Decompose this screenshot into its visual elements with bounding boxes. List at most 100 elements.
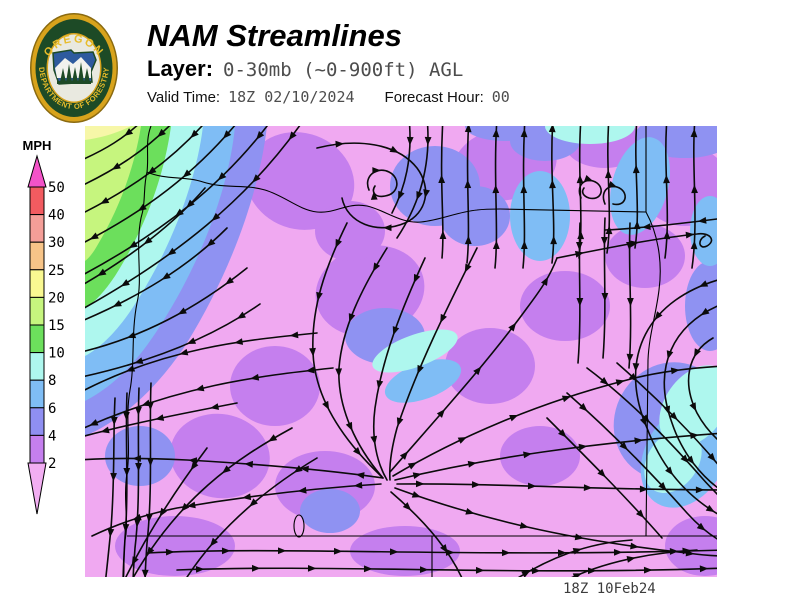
streamline-arrowhead: [439, 230, 447, 240]
streamline-arrowhead: [685, 231, 695, 239]
streamline-arrowhead: [159, 507, 167, 517]
streamline-arrowhead: [700, 307, 710, 316]
logo-oregon-scene: [52, 49, 97, 85]
streamline-arrowhead: [242, 493, 252, 501]
page-title: NAM Streamlines: [147, 18, 402, 53]
oregon-east-border: [645, 211, 661, 537]
streamline-arrowhead: [583, 484, 593, 492]
streamline-arrowhead: [111, 162, 121, 170]
streamline-arrowhead: [626, 353, 634, 363]
streamline-arrowhead: [419, 566, 429, 574]
streamline-arrowhead: [288, 131, 297, 141]
legend-segment: [29, 379, 45, 409]
streamline-arrowhead: [355, 472, 365, 479]
streamline-arrowhead: [132, 513, 142, 521]
streamline-arrowhead: [639, 485, 649, 493]
streamline-arrowhead: [663, 405, 671, 415]
oregon-coastline: [123, 126, 152, 577]
streamline-arrowhead: [89, 232, 99, 240]
streamline-arrowhead: [100, 426, 110, 434]
streamline-arrowhead: [316, 291, 323, 301]
streamline-arrowhead: [222, 465, 231, 474]
streamline-arrowhead: [608, 181, 618, 188]
streamline-arrowhead: [97, 268, 107, 276]
streamline-arrowhead: [353, 447, 362, 456]
streamline-arrowhead: [689, 402, 697, 412]
streamline-arrowhead: [244, 460, 254, 468]
streamline-arrowhead: [654, 311, 663, 321]
streamline-arrowhead: [633, 220, 641, 230]
streamline-arrowhead: [411, 491, 421, 498]
streamline-arrowhead: [179, 348, 189, 356]
streamline-arrowhead: [396, 417, 404, 427]
legend-units-label: MPH: [22, 138, 52, 153]
layer-label: Layer:: [147, 56, 214, 81]
streamline-arrowhead: [550, 235, 558, 245]
streamline-arrowhead: [578, 443, 588, 451]
streamline-arrowhead: [416, 190, 423, 201]
forecast-hour-value: 00: [491, 88, 510, 106]
streamline-arrowhead: [520, 184, 528, 194]
streamline-arrowhead: [584, 175, 594, 182]
legend-segment: [29, 434, 45, 464]
streamline-arrowhead: [628, 373, 638, 382]
streamline-arrowhead: [131, 556, 139, 566]
streamline-arrowhead: [134, 518, 141, 528]
streamline-arrowhead: [137, 203, 147, 212]
streamline-arrowhead: [372, 167, 381, 174]
streamline-arrowhead: [521, 570, 531, 577]
streamline-arrowhead: [182, 169, 192, 178]
streamline-arrowhead: [222, 130, 232, 139]
streamline-arrowhead: [370, 435, 378, 445]
streamline-arrowhead: [293, 465, 303, 473]
streamline-arrowhead: [666, 350, 674, 360]
streamline-arrowhead: [175, 208, 184, 217]
streamline-arrowhead: [492, 128, 500, 138]
streamline-arrowhead: [370, 191, 378, 200]
streamline-arrowhead: [195, 565, 205, 573]
streamline-arrowhead: [100, 196, 110, 205]
streamline-arrowhead: [615, 379, 625, 386]
geography-layer: [123, 126, 717, 577]
streamline-arrowhead: [143, 236, 153, 245]
legend-tick-label: 20: [48, 290, 65, 306]
legend-below-min-arrow: [27, 462, 47, 515]
legend-tick-label: 25: [48, 263, 65, 279]
streamline-arrowhead: [250, 373, 260, 381]
streamline-arrowhead: [345, 421, 353, 431]
streamline-arrowhead: [161, 272, 171, 280]
streamline-arrowhead: [642, 223, 651, 230]
streamline-arrowhead: [134, 357, 144, 364]
streamline-arrowhead: [353, 481, 363, 489]
layer-line: Layer: 0-30mb (~0-900ft) AGL: [147, 56, 463, 82]
streamline-arrowhead: [348, 313, 356, 323]
streamline-arrowhead: [157, 128, 166, 138]
streamline-arrowhead: [277, 547, 287, 555]
goose-lake: [293, 514, 305, 538]
streamline-arrowhead: [699, 565, 709, 573]
streamline-arrowhead: [211, 212, 221, 221]
streamline-arrowhead: [135, 406, 142, 416]
streamline-arrowhead: [423, 189, 430, 199]
streamline-arrowhead: [670, 367, 680, 375]
streamline-arrowhead: [412, 472, 422, 480]
streamline-arrowhead: [492, 240, 500, 250]
streamline-arrowhead: [155, 414, 165, 421]
streamline-arrowhead: [440, 313, 447, 323]
legend-tick-label: 40: [48, 208, 65, 224]
streamline-arrowhead: [221, 547, 231, 555]
streamline-arrowhead: [492, 184, 500, 194]
streamline-arrowhead: [467, 460, 477, 468]
streamline-arrowhead: [635, 509, 645, 519]
streamline-arrowhead: [333, 547, 343, 555]
streamline-arrowhead: [576, 174, 584, 184]
streamline-arrowhead: [167, 247, 177, 256]
streamline-arrowhead: [145, 513, 153, 523]
streamline-arrowhead: [690, 432, 699, 440]
streamline-arrowhead: [632, 363, 640, 372]
streamline-arrowhead: [190, 461, 199, 471]
streamline-arrowhead: [509, 414, 519, 422]
streamline-arrowhead: [424, 136, 432, 146]
oregon-north-border: [499, 208, 647, 213]
streamline-arrowhead: [110, 472, 117, 482]
